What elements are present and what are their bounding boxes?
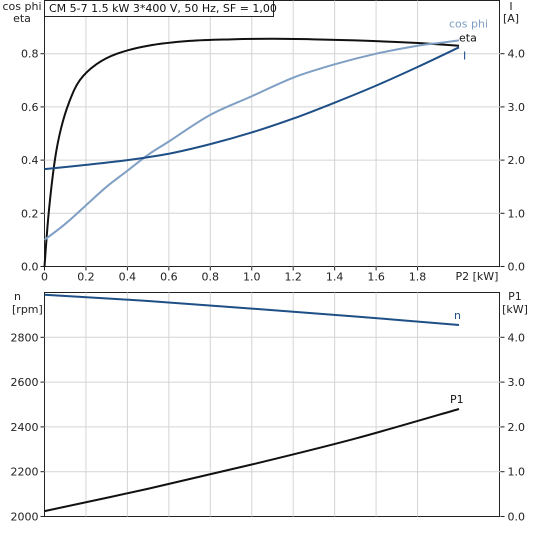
series-label-eta: eta xyxy=(459,32,477,45)
top-x-tick-label: 1.4 xyxy=(326,271,344,284)
top-y-tick-label: 0.8 xyxy=(21,48,39,61)
top-x-tick-label: 1.6 xyxy=(367,271,385,284)
chart-title: CM 5-7 1.5 kW 3*400 V, 50 Hz, SF = 1,00 xyxy=(49,2,277,15)
top-series: eta cos phi I xyxy=(43,17,488,267)
bottom-ticks: 2000 2200 2400 2600 2800 0.0 1.0 2.0 3.0 4.0 xyxy=(11,331,526,523)
top-x-tick-label: 1.0 xyxy=(243,271,261,284)
top-y2-tick-label: 0.0 xyxy=(508,261,526,274)
bottom-series: n P1 xyxy=(44,293,464,513)
title-box xyxy=(44,0,274,17)
bottom-y2-tick-label: 0.0 xyxy=(508,511,526,524)
top-y2-tick-label: 4.0 xyxy=(508,48,526,61)
bottom-left-ylabel-2: [rpm] xyxy=(12,303,43,316)
bottom-plot-frame xyxy=(44,292,500,517)
top-y2-tick-label: 1.0 xyxy=(508,207,526,220)
series-label-n: n xyxy=(454,309,461,322)
bottom-y2-tick-label: 2.0 xyxy=(508,421,526,434)
bottom-y-tick-label: 2000 xyxy=(11,511,39,524)
bottom-y-tick-label: 2400 xyxy=(11,421,39,434)
top-right-ylabel-1: I xyxy=(509,0,512,13)
bottom-y-tick-label: 2800 xyxy=(11,331,39,344)
series-line-eta xyxy=(43,37,460,267)
bottom-y-tick-label: 2200 xyxy=(11,466,39,479)
bottom-y2-tick-label: 4.0 xyxy=(508,331,526,344)
series-line-p1 xyxy=(44,408,460,513)
top-y-tick-label: 0.0 xyxy=(21,261,39,274)
bottom-y2-tick-label: 3.0 xyxy=(508,376,526,389)
top-y-tick-label: 0.4 xyxy=(21,154,39,167)
top-ticks: 0 0.2 0.4 0.6 0.8 1.0 1.2 1.4 1.6 1.8 0.0 0.2 0.4 0.6… xyxy=(21,48,525,284)
top-x-tick-label: 1.8 xyxy=(409,271,427,284)
top-left-ylabel-2: eta xyxy=(13,12,31,25)
top-y-tick-label: 0.6 xyxy=(21,101,39,114)
bottom-y-tick-label: 2600 xyxy=(11,376,39,389)
top-y2-tick-label: 2.0 xyxy=(508,154,526,167)
top-y2-tick-label: 3.0 xyxy=(508,101,526,114)
top-x-tick-label: 1.2 xyxy=(284,271,302,284)
bottom-grid xyxy=(44,292,501,517)
bottom-right-ylabel-1: P1 xyxy=(508,290,522,303)
bottom-y2-tick-label: 1.0 xyxy=(508,466,526,479)
top-y-tick-label: 0.2 xyxy=(21,207,39,220)
top-left-ylabel-1: cos phi xyxy=(2,0,41,13)
bottom-right-ylabel-2: [kW] xyxy=(502,303,528,316)
top-grid xyxy=(44,0,501,267)
top-x-tick-label: 0.2 xyxy=(77,271,95,284)
top-plot-frame xyxy=(44,0,500,267)
top-xlabel: P2 [kW] xyxy=(456,270,499,283)
top-right-ylabel-2: [A] xyxy=(503,12,519,25)
series-label-cos-phi: cos phi xyxy=(449,17,488,30)
series-label-p1: P1 xyxy=(450,393,464,406)
top-x-tick-label: 0 xyxy=(41,271,48,284)
series-line-i xyxy=(44,46,460,171)
series-line-cos-phi xyxy=(43,39,460,241)
top-x-tick-label: 0.6 xyxy=(160,271,178,284)
series-line-n xyxy=(44,293,460,326)
top-x-tick-label: 0.4 xyxy=(119,271,137,284)
series-label-i: I xyxy=(463,49,466,62)
bottom-left-ylabel-1: n xyxy=(14,290,21,303)
top-x-tick-label: 0.8 xyxy=(202,271,220,284)
